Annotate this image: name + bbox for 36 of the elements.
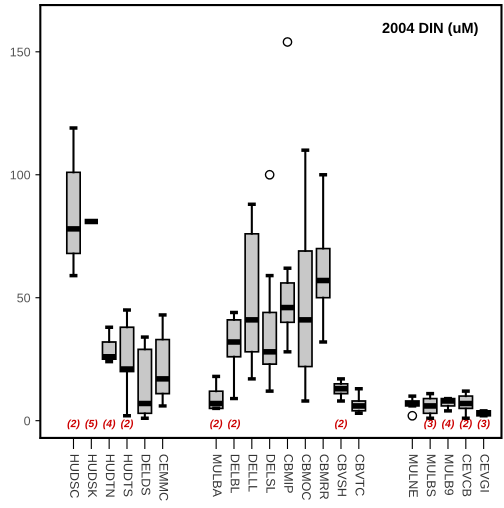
y-tick-label: 150 bbox=[10, 48, 30, 56]
x-tick-label: MULBA bbox=[212, 454, 222, 497]
x-tick-label: CBVSH bbox=[338, 454, 346, 496]
text: (3) bbox=[424, 420, 436, 430]
x-tick-label: CBVTC bbox=[355, 454, 364, 496]
text: (2) bbox=[68, 420, 80, 430]
y-tick-label: 50 bbox=[17, 294, 30, 302]
text: (2) bbox=[121, 420, 134, 430]
x-tick-label: HUDTS bbox=[124, 454, 132, 496]
y-tick-label: 100 bbox=[10, 170, 30, 180]
x-tick-label: DELDS bbox=[141, 454, 150, 495]
x-tick-label: MULB9 bbox=[444, 454, 454, 495]
text: (2) bbox=[228, 420, 240, 430]
x-tick-label: HUDSC bbox=[70, 454, 79, 498]
x-tick-label: MULNE bbox=[408, 454, 418, 498]
x-tick-label: CBMOC bbox=[302, 454, 311, 500]
x-tick-label: DELLL bbox=[248, 454, 258, 492]
text: (5) bbox=[85, 420, 98, 430]
text: 2004 DIN (uM) bbox=[382, 22, 478, 36]
text: (3) bbox=[478, 420, 490, 430]
x-tick-label: HUDSK bbox=[88, 454, 97, 498]
x-tick-label: DELSL bbox=[266, 454, 276, 494]
x-tick-label: CEVCB bbox=[462, 454, 472, 496]
text: (2) bbox=[210, 420, 222, 430]
text: (4) bbox=[103, 420, 116, 430]
y-tick-label: 0 bbox=[24, 416, 30, 426]
text: (4) bbox=[442, 420, 454, 430]
text: (2) bbox=[334, 420, 348, 430]
x-tick-label: DELBL bbox=[230, 454, 240, 494]
x-tick-label: CEMMC bbox=[159, 454, 168, 501]
x-tick-label: CBMIP bbox=[284, 454, 293, 493]
x-tick-label: MULBS bbox=[426, 454, 436, 496]
text: (2) bbox=[460, 420, 472, 430]
x-tick-label: CBMRR bbox=[320, 454, 329, 500]
x-tick-label: HUDTN bbox=[106, 454, 115, 497]
x-tick-label: CEVGI bbox=[480, 454, 490, 492]
